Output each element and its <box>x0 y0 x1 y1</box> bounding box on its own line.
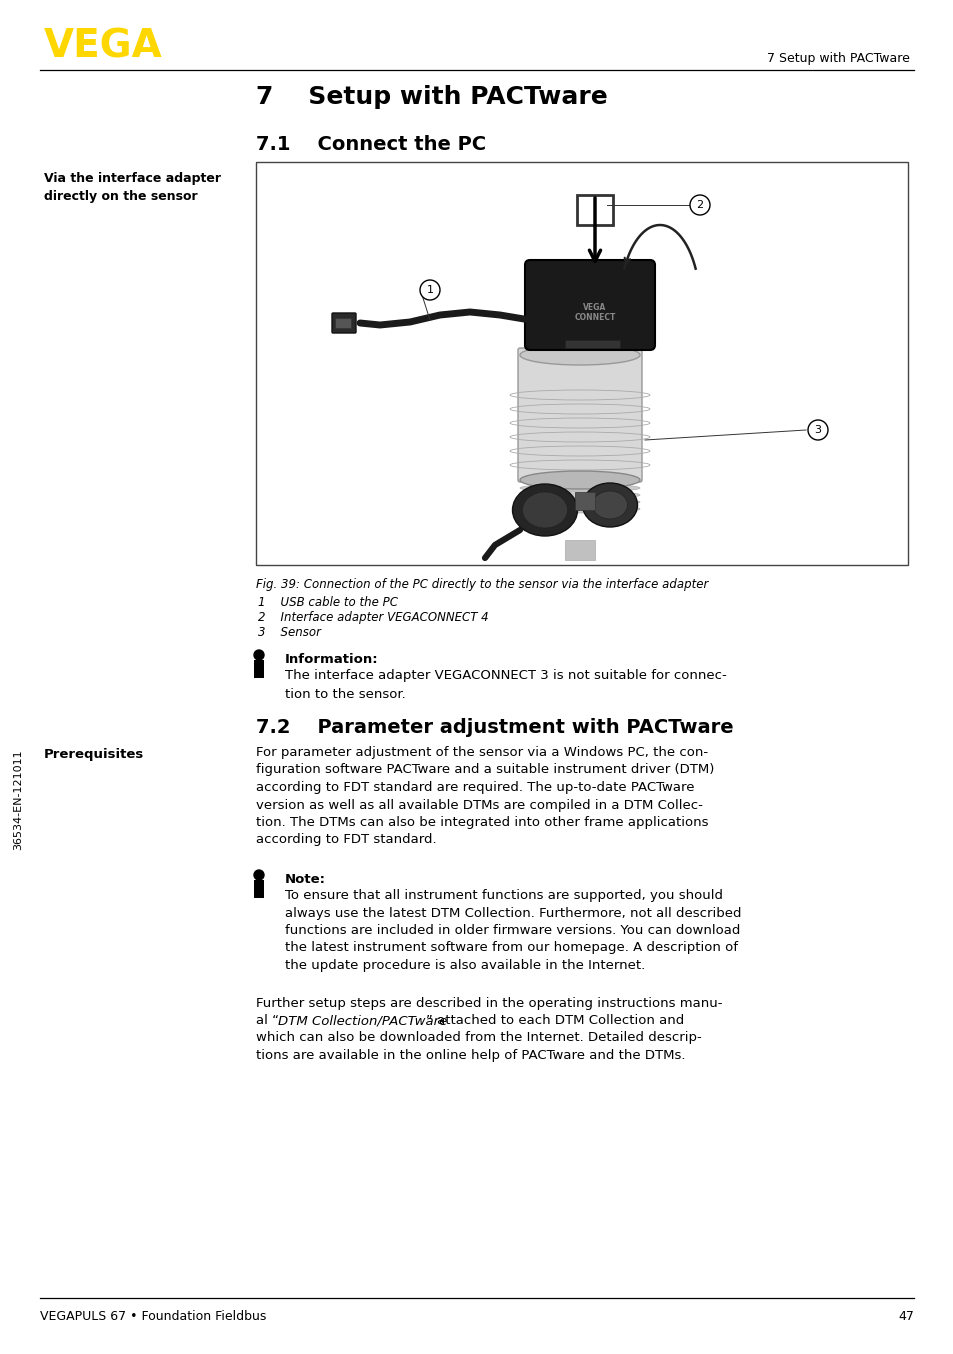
Ellipse shape <box>519 505 639 513</box>
FancyBboxPatch shape <box>524 260 655 349</box>
Ellipse shape <box>582 483 637 527</box>
Text: al “: al “ <box>255 1014 278 1026</box>
Ellipse shape <box>512 483 577 536</box>
Text: Via the interface adapter
directly on the sensor: Via the interface adapter directly on th… <box>44 172 221 203</box>
FancyBboxPatch shape <box>332 313 355 333</box>
FancyBboxPatch shape <box>517 348 641 482</box>
Text: 1: 1 <box>426 284 433 295</box>
Text: VEGAPULS 67 • Foundation Fieldbus: VEGAPULS 67 • Foundation Fieldbus <box>40 1311 266 1323</box>
Ellipse shape <box>519 456 639 464</box>
Text: Information:: Information: <box>285 653 378 666</box>
Text: 2: 2 <box>696 200 702 210</box>
Text: functions are included in older firmware versions. You can download: functions are included in older firmware… <box>285 923 740 937</box>
Ellipse shape <box>519 477 639 485</box>
Bar <box>335 318 351 328</box>
Bar <box>255 162 907 565</box>
Text: The interface adapter VEGACONNECT 3 is not suitable for connec-
tion to the sens: The interface adapter VEGACONNECT 3 is n… <box>285 669 726 700</box>
Circle shape <box>689 195 709 215</box>
Text: To ensure that all instrument functions are supported, you should: To ensure that all instrument functions … <box>285 890 722 902</box>
Text: the update procedure is also available in the Internet.: the update procedure is also available i… <box>285 959 644 972</box>
Circle shape <box>253 650 264 659</box>
Text: 3: 3 <box>814 425 821 435</box>
Text: 7 Setup with PACTware: 7 Setup with PACTware <box>766 51 909 65</box>
Text: Fig. 39: Connection of the PC directly to the sensor via the interface adapter: Fig. 39: Connection of the PC directly t… <box>255 578 708 590</box>
Text: 3    Sensor: 3 Sensor <box>257 626 320 639</box>
Text: Note:: Note: <box>285 873 326 886</box>
Ellipse shape <box>592 492 627 519</box>
Text: which can also be downloaded from the Internet. Detailed descrip-: which can also be downloaded from the In… <box>255 1032 701 1044</box>
Text: VEGA: VEGA <box>44 28 163 66</box>
Circle shape <box>807 420 827 440</box>
Text: For parameter adjustment of the sensor via a Windows PC, the con-: For parameter adjustment of the sensor v… <box>255 746 707 760</box>
Text: version as well as all available DTMs are compiled in a DTM Collec-: version as well as all available DTMs ar… <box>255 799 702 811</box>
Text: DTM Collection/PACTware: DTM Collection/PACTware <box>277 1014 447 1026</box>
Circle shape <box>253 871 264 880</box>
Text: 7.1    Connect the PC: 7.1 Connect the PC <box>255 135 486 154</box>
Text: according to FDT standard are required. The up-to-date PACTware: according to FDT standard are required. … <box>255 781 694 793</box>
Text: 47: 47 <box>897 1311 913 1323</box>
Text: 7.2    Parameter adjustment with PACTware: 7.2 Parameter adjustment with PACTware <box>255 718 733 737</box>
Text: ” attached to each DTM Collection and: ” attached to each DTM Collection and <box>426 1014 683 1026</box>
Circle shape <box>419 280 439 301</box>
Text: the latest instrument software from our homepage. A description of: the latest instrument software from our … <box>285 941 738 955</box>
Bar <box>253 659 264 678</box>
Text: according to FDT standard.: according to FDT standard. <box>255 834 436 846</box>
Text: Prerequisites: Prerequisites <box>44 747 144 761</box>
Ellipse shape <box>519 345 639 366</box>
Bar <box>577 195 613 225</box>
Text: always use the latest DTM Collection. Furthermore, not all described: always use the latest DTM Collection. Fu… <box>285 906 740 919</box>
Text: 36534-EN-121011: 36534-EN-121011 <box>13 750 23 850</box>
Ellipse shape <box>519 483 639 492</box>
Text: 1    USB cable to the PC: 1 USB cable to the PC <box>257 596 397 609</box>
Bar <box>564 540 595 561</box>
Text: 7    Setup with PACTware: 7 Setup with PACTware <box>255 85 607 110</box>
Bar <box>253 880 264 898</box>
Ellipse shape <box>519 498 639 506</box>
Text: figuration software PACTware and a suitable instrument driver (DTM): figuration software PACTware and a suita… <box>255 764 714 776</box>
Text: tions are available in the online help of PACTware and the DTMs.: tions are available in the online help o… <box>255 1049 685 1062</box>
Bar <box>575 492 595 510</box>
Text: Further setup steps are described in the operating instructions manu-: Further setup steps are described in the… <box>255 997 721 1010</box>
Ellipse shape <box>519 471 639 489</box>
Ellipse shape <box>519 470 639 478</box>
Ellipse shape <box>519 463 639 471</box>
Ellipse shape <box>522 492 567 528</box>
Bar <box>564 340 619 348</box>
Text: 2    Interface adapter VEGACONNECT 4: 2 Interface adapter VEGACONNECT 4 <box>257 611 488 624</box>
Text: tion. The DTMs can also be integrated into other frame applications: tion. The DTMs can also be integrated in… <box>255 816 708 829</box>
Text: VEGA
CONNECT: VEGA CONNECT <box>574 303 615 322</box>
Ellipse shape <box>519 492 639 500</box>
